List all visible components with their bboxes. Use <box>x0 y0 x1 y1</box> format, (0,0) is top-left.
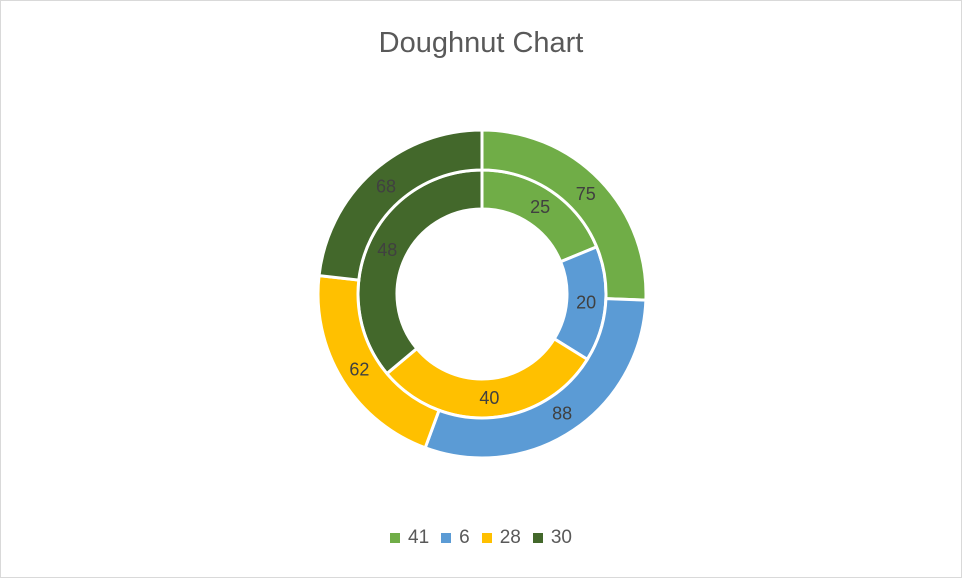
legend-label: 6 <box>459 527 470 548</box>
legend-item: 30 <box>532 527 572 549</box>
legend-swatch <box>481 533 492 543</box>
legend-item: 6 <box>441 527 470 549</box>
inner-ring-data-label: 40 <box>479 388 499 408</box>
outer-ring-data-label: 75 <box>576 184 596 204</box>
inner-ring-data-label: 25 <box>530 197 550 217</box>
outer-ring-slice-30 <box>317 128 484 282</box>
legend-label: 28 <box>499 527 521 548</box>
legend-label: 41 <box>408 527 430 548</box>
legend-swatch <box>532 533 543 543</box>
legend-swatch <box>390 533 400 543</box>
inner-ring-data-label: 48 <box>377 240 397 260</box>
chart-title: Doughnut Chart <box>378 27 584 59</box>
legend-label: 30 <box>550 527 572 548</box>
legend-item: 41 <box>390 527 429 549</box>
outer-ring-data-label: 88 <box>552 404 572 424</box>
legend-item: 28 <box>481 527 521 549</box>
outer-ring-data-label: 68 <box>376 177 396 197</box>
legend-swatch <box>441 533 452 543</box>
outer-ring-data-label: 62 <box>349 360 369 380</box>
legend: 41 6 28 30 <box>1 527 961 549</box>
inner-ring-data-label: 20 <box>576 293 596 313</box>
